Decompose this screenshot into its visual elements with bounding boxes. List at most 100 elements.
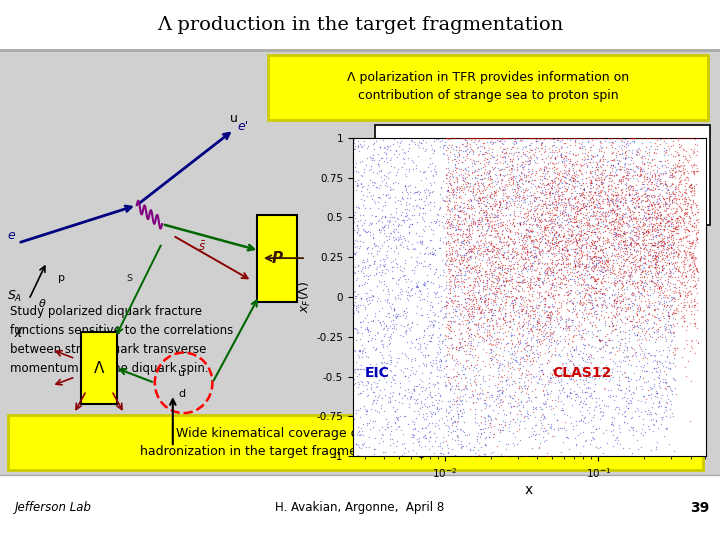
- Point: [499, 181, 510, 190]
- Point: [542, 159, 554, 168]
- Point: [619, 269, 631, 278]
- Point: [630, 214, 642, 222]
- Point: [485, 299, 497, 307]
- Point: [505, 289, 516, 298]
- Point: [534, 276, 545, 285]
- Point: [685, 133, 696, 142]
- Point: [569, 133, 580, 142]
- Point: [353, 136, 364, 145]
- Point: [498, 346, 510, 355]
- Point: [485, 213, 496, 221]
- Point: [448, 228, 459, 237]
- Point: [354, 430, 366, 439]
- Point: [577, 201, 588, 210]
- Point: [624, 316, 635, 325]
- Point: [482, 181, 494, 190]
- Point: [652, 280, 664, 288]
- Point: [517, 325, 528, 334]
- Point: [665, 327, 676, 335]
- Point: [490, 249, 502, 258]
- Point: [517, 278, 528, 287]
- Point: [503, 191, 515, 200]
- Point: [613, 224, 625, 232]
- Point: [405, 370, 416, 379]
- Point: [644, 213, 655, 221]
- Point: [474, 286, 485, 294]
- Point: [395, 261, 406, 270]
- Point: [449, 305, 461, 314]
- Point: [686, 163, 698, 172]
- Point: [606, 195, 617, 204]
- Point: [490, 227, 501, 235]
- Point: [482, 245, 493, 254]
- Point: [598, 295, 610, 304]
- Point: [474, 141, 485, 150]
- Point: [616, 214, 627, 223]
- Point: [647, 227, 658, 235]
- Point: [663, 250, 675, 259]
- Point: [556, 200, 567, 208]
- Point: [544, 254, 555, 263]
- Point: [441, 255, 453, 264]
- Point: [393, 354, 405, 362]
- Point: [660, 424, 672, 433]
- Point: [648, 380, 660, 388]
- Point: [474, 146, 486, 155]
- Point: [583, 133, 595, 142]
- Point: [569, 136, 580, 144]
- Point: [390, 451, 401, 460]
- Point: [542, 429, 554, 437]
- Point: [559, 237, 571, 245]
- Point: [619, 228, 631, 237]
- Point: [570, 186, 581, 195]
- Point: [472, 272, 484, 280]
- Point: [464, 154, 475, 163]
- Point: [381, 181, 392, 190]
- Point: [567, 263, 578, 272]
- Point: [471, 432, 482, 441]
- Point: [635, 225, 647, 233]
- Point: [672, 185, 683, 194]
- Point: [450, 160, 462, 169]
- Point: [677, 241, 688, 249]
- Point: [552, 320, 564, 328]
- Point: [642, 227, 654, 235]
- Point: [502, 232, 513, 241]
- Point: [590, 260, 602, 269]
- Point: [657, 202, 669, 211]
- Point: [478, 308, 490, 316]
- Point: [626, 399, 637, 408]
- Point: [477, 133, 488, 142]
- Point: [647, 220, 659, 228]
- Point: [385, 382, 397, 390]
- Point: [590, 276, 601, 285]
- Point: [667, 224, 679, 233]
- Point: [535, 133, 546, 142]
- Point: [432, 211, 444, 219]
- Point: [498, 165, 510, 173]
- Point: [581, 220, 593, 228]
- Point: [504, 317, 516, 326]
- Point: [395, 211, 407, 220]
- Point: [520, 237, 531, 246]
- Point: [457, 319, 469, 328]
- Point: [615, 284, 626, 293]
- Point: [619, 237, 631, 245]
- Point: [539, 239, 551, 247]
- Point: [413, 195, 425, 204]
- Point: [508, 303, 519, 312]
- Text: e: e: [7, 229, 15, 242]
- Point: [552, 279, 564, 288]
- Point: [485, 181, 496, 190]
- Point: [516, 137, 527, 145]
- Point: [611, 194, 622, 202]
- Point: [438, 258, 450, 267]
- Point: [362, 337, 374, 346]
- Point: [461, 233, 472, 242]
- Point: [562, 355, 574, 363]
- Point: [518, 417, 530, 426]
- Point: [423, 191, 435, 200]
- Point: [410, 202, 422, 211]
- Point: [643, 191, 654, 200]
- Point: [633, 195, 644, 204]
